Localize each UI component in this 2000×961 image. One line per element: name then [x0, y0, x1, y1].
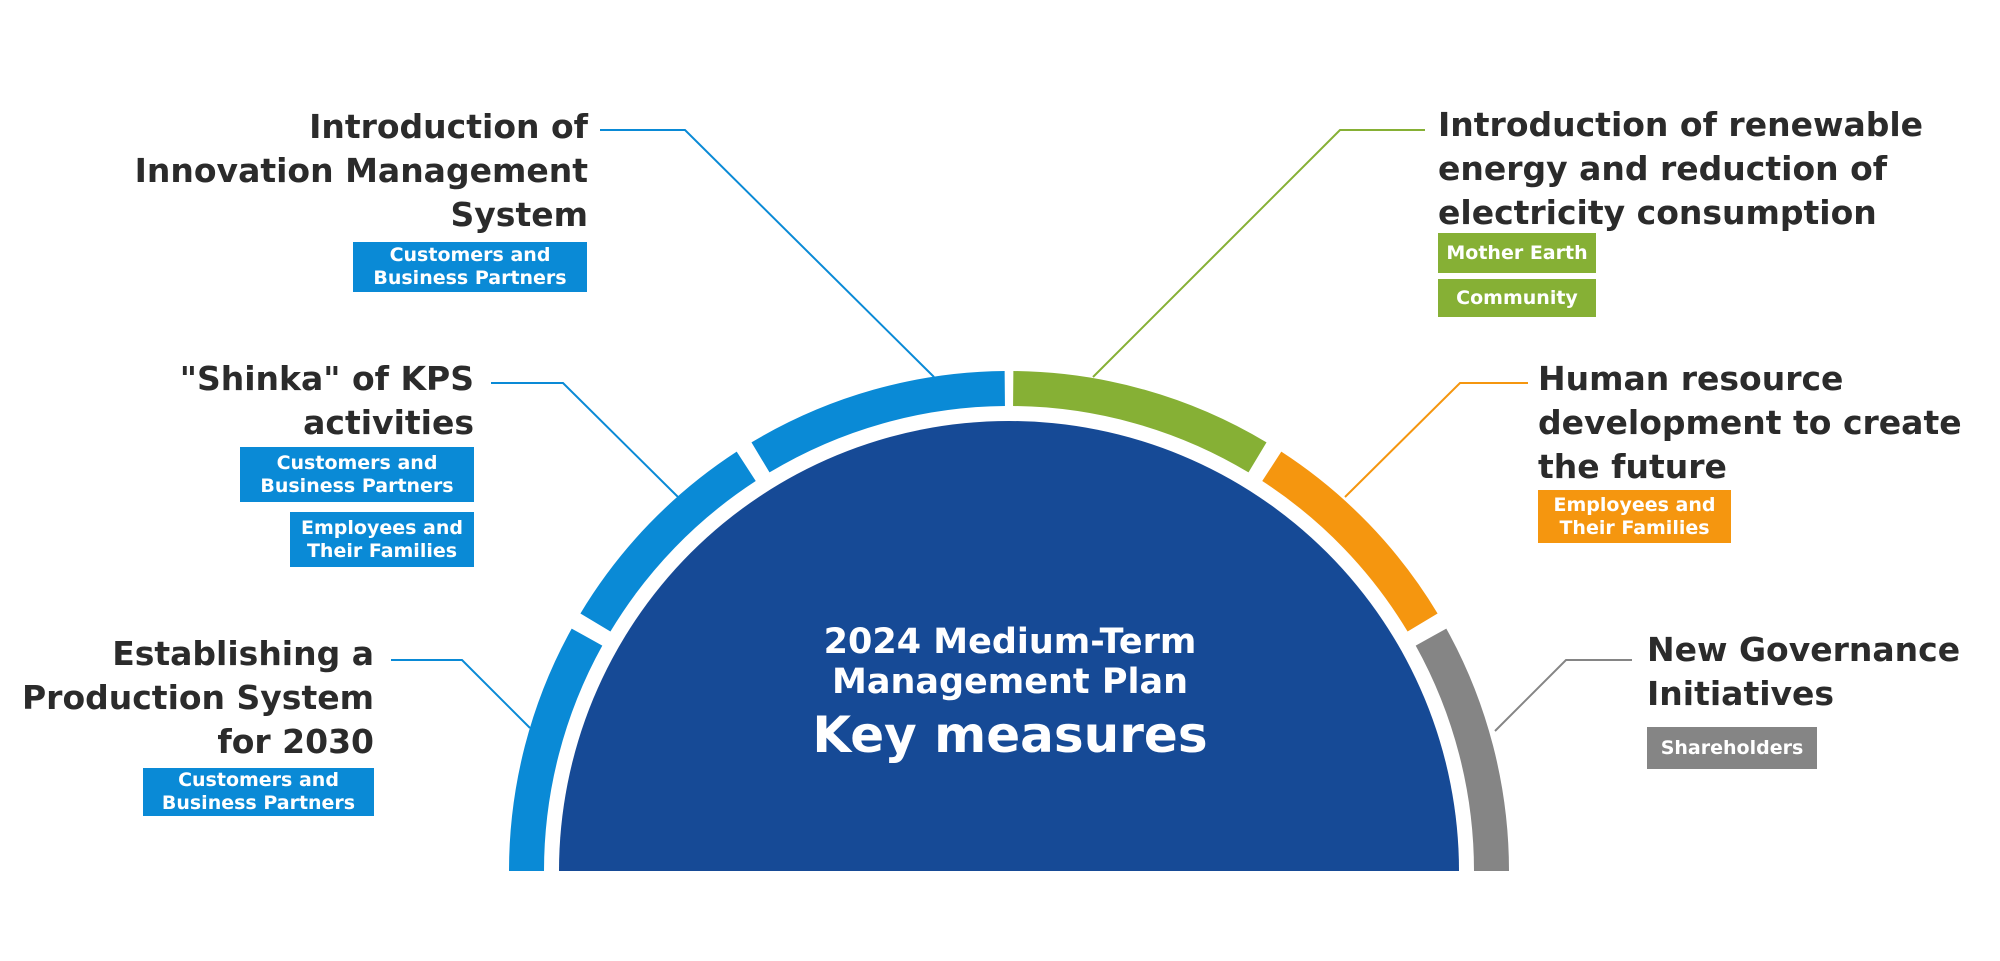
tag-line: Business Partners	[260, 474, 454, 497]
ring-segment-human-resource	[1262, 451, 1438, 632]
measure-title-renewable: Introduction of renewable energy and red…	[1438, 103, 1923, 235]
tag-line: Customers and	[276, 451, 438, 474]
tag-line: Customers and	[178, 769, 339, 791]
connector-innovation	[600, 129, 935, 378]
measure-title-human-resource: Human resource development to create the…	[1538, 357, 1962, 489]
connector-governance	[1494, 659, 1632, 732]
title-line: for 2030	[217, 722, 374, 761]
title-line: "Shinka" of KPS	[179, 359, 474, 398]
tag-line: Mother Earth	[1446, 241, 1588, 264]
tag-line: Their Families	[1559, 516, 1710, 539]
measure-title-shinka: "Shinka" of KPS activities	[180, 357, 474, 445]
title-line: Production System	[21, 678, 374, 717]
center-line-1: 2024 Medium-Term	[823, 622, 1197, 662]
tag-shareholders: Shareholders	[1647, 727, 1817, 769]
title-line: electricity consumption	[1438, 193, 1877, 232]
tag-line: Employees and	[301, 516, 463, 539]
ring-segment-renewable	[1013, 371, 1267, 473]
title-line: activities	[303, 403, 474, 442]
tag-line: Employees and	[1553, 493, 1716, 516]
center-line-2: Management Plan	[832, 662, 1188, 702]
title-line: Initiatives	[1647, 674, 1835, 713]
connector-lines	[391, 129, 1632, 732]
tag-customers-business-partners: Customers and Business Partners	[353, 242, 587, 292]
tag-line: Business Partners	[373, 267, 567, 289]
title-line: Innovation Management	[134, 151, 588, 190]
connector-production	[391, 659, 531, 729]
tag-mother-earth: Mother Earth	[1438, 233, 1596, 273]
connector-shinka	[491, 382, 679, 498]
center-line-3: Key measures	[812, 706, 1208, 764]
title-line: Introduction of renewable	[1438, 105, 1924, 144]
title-line: Establishing a	[112, 634, 374, 673]
tag-line: Community	[1456, 286, 1578, 309]
ring-segment-governance	[1415, 628, 1509, 871]
measure-title-innovation: Introduction of Innovation Management Sy…	[135, 105, 588, 237]
tag-customers-business-partners: Customers and Business Partners	[240, 447, 474, 502]
title-line: development to create	[1538, 403, 1962, 442]
tag-line: Customers and	[389, 244, 551, 266]
ring-segment-innovation	[751, 371, 1005, 473]
title-line: Human resource	[1538, 359, 1844, 398]
outer-ring-segments	[509, 371, 1509, 871]
tag-line: Business Partners	[161, 792, 356, 814]
tag-employees-families: Employees and Their Families	[1538, 490, 1731, 543]
center-dome	[559, 421, 1459, 871]
connector-renewable	[1092, 129, 1425, 378]
title-line: the future	[1538, 447, 1727, 486]
connector-human-resource	[1344, 382, 1528, 498]
tag-line: Their Families	[306, 539, 458, 562]
tag-community: Community	[1438, 279, 1596, 317]
tag-customers-business-partners: Customers and Business Partners	[143, 768, 374, 816]
tag-employees-families: Employees and Their Families	[290, 512, 474, 567]
ring-segment-production	[509, 628, 603, 871]
title-line: Introduction of	[309, 107, 588, 146]
title-line: New Governance	[1647, 630, 1961, 669]
measure-title-production: Establishing a Production System for 203…	[22, 632, 374, 764]
title-line: energy and reduction of	[1438, 149, 1888, 188]
ring-segment-shinka	[580, 451, 756, 632]
tag-line: Shareholders	[1660, 736, 1804, 759]
center-label: 2024 Medium-Term Management Plan Key mea…	[760, 622, 1260, 768]
title-line: System	[450, 195, 588, 234]
measure-title-governance: New Governance Initiatives	[1647, 628, 1960, 716]
